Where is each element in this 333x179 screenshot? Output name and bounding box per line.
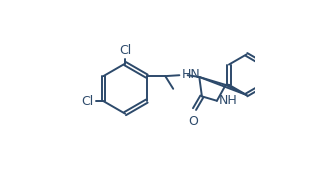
Text: Cl: Cl <box>119 44 131 57</box>
Text: HN: HN <box>182 68 201 81</box>
Text: NH: NH <box>219 94 238 107</box>
Text: Cl: Cl <box>82 95 94 108</box>
Text: O: O <box>189 115 198 128</box>
